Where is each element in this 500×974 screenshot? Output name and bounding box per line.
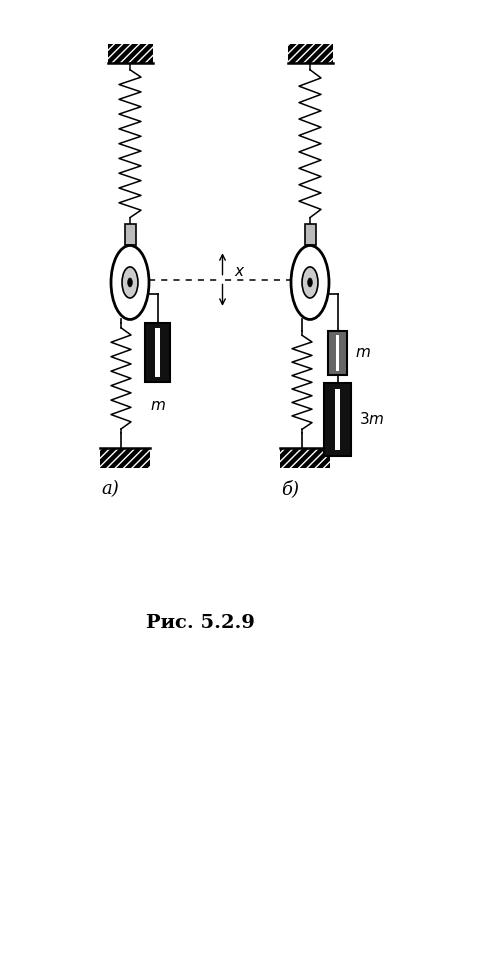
Bar <box>155 328 160 377</box>
Bar <box>108 44 152 63</box>
Text: б): б) <box>281 480 299 498</box>
Text: а): а) <box>101 480 119 498</box>
Bar <box>328 331 347 375</box>
Circle shape <box>308 278 312 287</box>
Bar <box>304 224 316 245</box>
Circle shape <box>291 245 329 319</box>
Bar <box>100 448 150 468</box>
Bar <box>288 44 333 63</box>
Circle shape <box>122 267 138 298</box>
Text: $3m$: $3m$ <box>359 411 384 428</box>
Bar <box>335 389 340 450</box>
Bar <box>124 224 136 245</box>
Text: Рис. 5.2.9: Рис. 5.2.9 <box>146 615 254 632</box>
Circle shape <box>128 278 132 287</box>
Circle shape <box>111 245 149 319</box>
Bar <box>324 383 351 456</box>
Bar <box>280 448 330 468</box>
Bar <box>336 335 339 371</box>
Circle shape <box>302 267 318 298</box>
Text: $x$: $x$ <box>234 265 245 279</box>
Text: $m$: $m$ <box>354 346 370 360</box>
Bar <box>145 323 170 382</box>
Text: $m$: $m$ <box>150 399 166 413</box>
